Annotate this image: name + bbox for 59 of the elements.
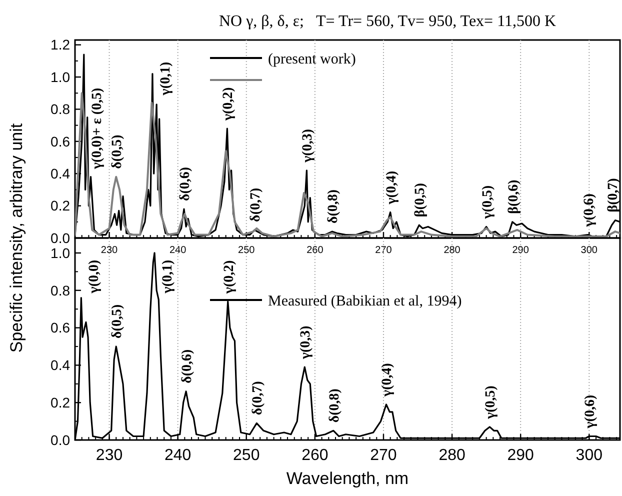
x-axis-title: Wavelength, nm xyxy=(286,469,409,488)
y-tick-label: 0.6 xyxy=(50,133,70,150)
annotation: γ(0,5) xyxy=(480,185,496,220)
y-tick-label: 0.4 xyxy=(50,166,70,182)
x-tick-label: 250 xyxy=(238,245,256,256)
x-tick-label: 260 xyxy=(302,447,328,464)
annotation: δ(0,8) xyxy=(326,189,342,224)
x-tick-label: 230 xyxy=(100,245,118,256)
x-tick-label: 280 xyxy=(444,245,461,256)
annotation: γ(0,2) xyxy=(221,86,236,122)
annotation: γ(0,2) xyxy=(222,260,237,295)
annotation: β(0,5) xyxy=(413,182,428,218)
annotation: δ(0,7) xyxy=(250,380,266,416)
y-tick-label: 0.0 xyxy=(50,432,70,448)
y-tick-label: 0.2 xyxy=(50,198,70,214)
annotation: γ(0,4) xyxy=(380,362,396,398)
y-tick-label: 0.4 xyxy=(50,357,70,374)
annotation: γ(0,1) xyxy=(158,61,174,96)
y-tick-label: 0.6 xyxy=(50,320,70,336)
x-tick-label: 290 xyxy=(507,447,534,464)
annotation: γ(0,0) xyxy=(87,259,102,294)
annotation: β(0,6) xyxy=(506,179,522,214)
x-tick-label: 270 xyxy=(370,447,397,464)
annotation: β(0,7) xyxy=(606,178,621,212)
annotation: γ(0,3) xyxy=(300,128,316,164)
annotation: δ(0,6) xyxy=(180,348,196,384)
annotation: γ(0,3) xyxy=(298,325,314,360)
y-tick-label: 0.2 xyxy=(50,394,70,410)
y-tick-label: 1.0 xyxy=(50,68,70,85)
y-tick-label: 0.0 xyxy=(50,230,70,246)
annotation: δ(0,5) xyxy=(110,304,126,338)
legend-label: Measured (Babikian et al, 1994) xyxy=(268,293,462,310)
x-tick-label: 270 xyxy=(375,245,392,256)
x-tick-label: 240 xyxy=(164,447,192,464)
y-tick-label: 1.2 xyxy=(50,36,70,53)
annotation: γ(0,6) xyxy=(583,394,598,430)
annotation: γ(0,1) xyxy=(160,259,176,294)
annotation: γ(0,0)+ ε (0,5) xyxy=(90,88,105,170)
y-axis-title: Specific intensity, arbitrary unit xyxy=(7,123,26,353)
annotation: δ(0,7) xyxy=(248,188,264,222)
annotation: γ(0,4) xyxy=(384,170,400,206)
chart-title: NO γ, β, δ, ε; T= Tr= 560, Tv= 950, Tex= 11,500 K xyxy=(218,13,556,30)
y-tick-label: 0.8 xyxy=(50,282,70,298)
x-tick-label: 290 xyxy=(512,245,530,256)
x-tick-label: 230 xyxy=(96,447,123,464)
legend-label: (present work) xyxy=(268,51,356,68)
annotation: δ(0,5) xyxy=(110,134,126,169)
y-tick-label: 0.8 xyxy=(50,101,70,118)
annotation: δ(0,6) xyxy=(178,166,193,202)
x-tick-label: 250 xyxy=(233,447,260,464)
annotation: δ(0,8) xyxy=(327,388,342,423)
x-tick-label: 300 xyxy=(580,245,598,256)
x-tick-label: 260 xyxy=(306,245,324,256)
y-tick-label: 1.0 xyxy=(50,244,70,261)
annotation: γ(0,6) xyxy=(582,193,597,228)
annotation: γ(0,5) xyxy=(484,385,499,420)
x-tick-label: 240 xyxy=(169,245,187,256)
x-tick-label: 300 xyxy=(576,447,603,464)
x-tick-label: 280 xyxy=(438,447,466,464)
